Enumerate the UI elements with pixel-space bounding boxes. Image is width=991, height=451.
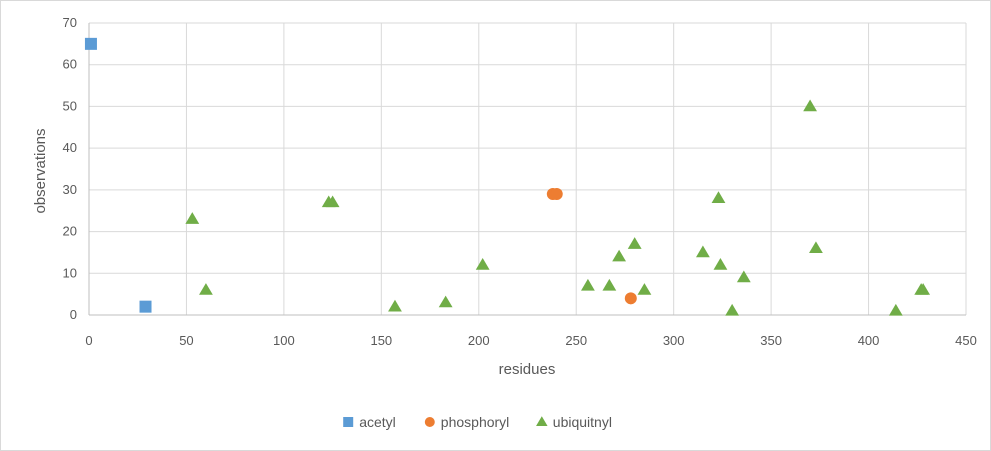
legend-label-ubiquitnyl: ubiquitnyl	[553, 414, 612, 430]
data-points	[84, 37, 931, 316]
ubiquitnyl-point	[612, 249, 626, 262]
phosphoryl-point	[624, 292, 637, 305]
x-tick-label: 150	[370, 333, 392, 348]
ubiquitnyl-point	[438, 295, 453, 308]
legend-label-phosphoryl: phosphoryl	[441, 414, 510, 430]
x-tick-label: 200	[468, 333, 490, 348]
ubiquitnyl-point	[388, 299, 402, 312]
ubiquitnyl-point	[199, 283, 213, 295]
grid-lines	[88, 22, 967, 316]
x-axis-ticks: 0 50 100 150 200 250 300 350 400 450	[85, 333, 976, 348]
y-tick-label: 0	[70, 307, 77, 322]
ubiquitnyl-point	[711, 191, 726, 203]
y-tick-label: 50	[63, 98, 77, 113]
phosphoryl-point	[550, 188, 563, 201]
x-tick-label: 300	[663, 333, 685, 348]
legend-marker-acetyl	[343, 417, 354, 427]
ubiquitnyl-point	[325, 195, 340, 208]
y-tick-label: 20	[63, 224, 77, 239]
x-tick-label: 400	[858, 333, 880, 348]
ubiquitnyl-point	[713, 258, 728, 270]
x-tick-label: 250	[565, 333, 587, 348]
legend-label-acetyl: acetyl	[359, 414, 396, 430]
y-axis-title: observations	[32, 128, 49, 213]
ubiquitnyl-point	[581, 278, 595, 291]
y-tick-label: 60	[63, 57, 77, 72]
y-tick-label: 30	[63, 182, 77, 197]
ubiquitnyl-point	[185, 212, 200, 224]
y-tick-label: 10	[63, 265, 77, 280]
x-tick-label: 100	[273, 333, 295, 348]
ubiquitnyl-point	[475, 258, 490, 270]
y-axis-ticks: 0 10 20 30 40 50 60 70	[63, 15, 77, 322]
ubiquitnyl-point	[696, 245, 710, 258]
x-tick-label: 450	[955, 333, 977, 348]
y-tick-label: 40	[63, 140, 77, 155]
x-tick-label: 350	[760, 333, 782, 348]
legend-marker-ubiquitnyl	[536, 416, 548, 426]
ubiquitnyl-point	[803, 99, 817, 112]
ubiquitnyl-point	[888, 303, 903, 316]
ubiquitnyl-point	[809, 241, 823, 254]
acetyl-point	[84, 37, 97, 50]
ubiquitnyl-point	[602, 278, 617, 291]
acetyl-point	[139, 300, 152, 313]
legend: acetyl phosphoryl ubiquitnyl	[343, 414, 612, 430]
ubiquitnyl-point	[627, 237, 642, 249]
y-tick-label: 70	[63, 15, 77, 30]
legend-marker-phosphoryl	[424, 417, 435, 427]
ubiquitnyl-point	[725, 303, 740, 316]
ubiquitnyl-point	[736, 270, 751, 283]
x-tick-label: 0	[85, 333, 92, 348]
x-tick-label: 50	[179, 333, 193, 348]
ubiquitnyl-point	[916, 283, 931, 295]
ubiquitnyl-point	[637, 283, 652, 295]
x-axis-title: residues	[499, 361, 556, 378]
